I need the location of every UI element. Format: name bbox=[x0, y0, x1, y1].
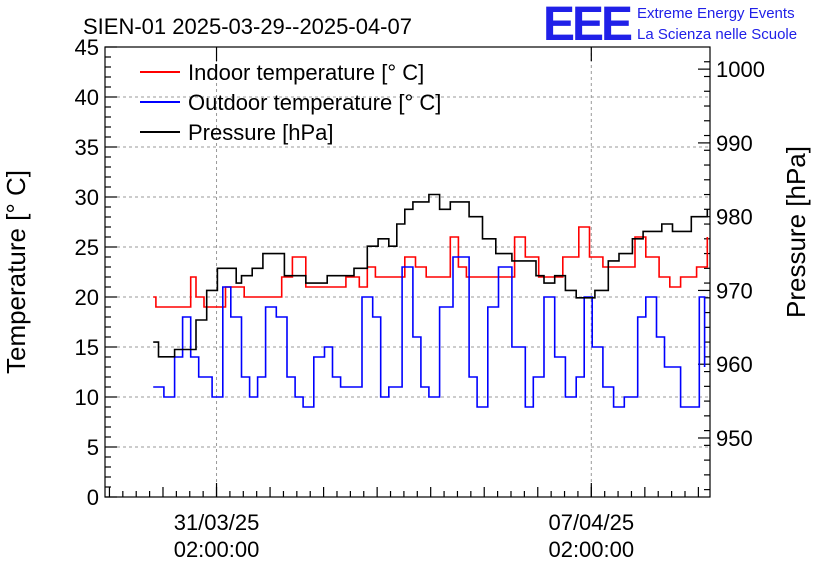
y-tick-label: 20 bbox=[75, 285, 99, 310]
y-tick-label: 40 bbox=[75, 85, 99, 110]
y2-tick-label: 980 bbox=[716, 205, 753, 230]
y2-tick-label: 970 bbox=[716, 278, 753, 303]
y-tick-label: 45 bbox=[75, 35, 99, 60]
x-tick-time: 02:00:00 bbox=[174, 537, 260, 562]
y-tick-label: 30 bbox=[75, 185, 99, 210]
y-tick-label: 0 bbox=[87, 485, 99, 510]
plot-frame bbox=[104, 46, 711, 498]
y-tick-label: 15 bbox=[75, 335, 99, 360]
axis-ticks: 0 5 10 15 20 25 30 35 40 45 950 960 970 980 990 1000 31/… bbox=[75, 35, 765, 562]
y2-axis-title: Pressure [hPa] bbox=[781, 146, 811, 318]
legend: Indoor temperature [° C] Outdoor temperat… bbox=[140, 60, 441, 145]
outdoor-temperature-line bbox=[153, 256, 706, 408]
y-tick-label: 35 bbox=[75, 135, 99, 160]
grid bbox=[105, 47, 710, 497]
y2-tick-label: 950 bbox=[716, 426, 753, 451]
y-tick-label: 5 bbox=[87, 435, 99, 460]
y2-tick-label: 960 bbox=[716, 352, 753, 377]
y-tick-label: 10 bbox=[75, 385, 99, 410]
x-tick-date: 07/04/25 bbox=[548, 510, 634, 535]
pressure-line bbox=[153, 193, 709, 358]
series-lines bbox=[153, 193, 709, 408]
org-name: Extreme Energy Events bbox=[637, 5, 795, 22]
y-tick-label: 25 bbox=[75, 235, 99, 260]
eee-logo: EEE bbox=[543, 0, 632, 51]
org-subtitle: La Scienza nelle Scuole bbox=[637, 26, 797, 43]
chart-title: SIEN-01 2025-03-29--2025-04-07 bbox=[83, 14, 412, 39]
indoor-temperature-line bbox=[153, 226, 709, 308]
y-axis-title: Temperature [° C] bbox=[1, 170, 31, 374]
x-tick-time: 02:00:00 bbox=[548, 537, 634, 562]
y2-tick-label: 990 bbox=[716, 131, 753, 156]
legend-pressure-label: Pressure [hPa] bbox=[188, 120, 334, 145]
legend-indoor-label: Indoor temperature [° C] bbox=[188, 60, 424, 85]
y2-tick-label: 1000 bbox=[716, 57, 765, 82]
x-tick-date: 31/03/25 bbox=[174, 510, 260, 535]
legend-outdoor-label: Outdoor temperature [° C] bbox=[188, 90, 441, 115]
